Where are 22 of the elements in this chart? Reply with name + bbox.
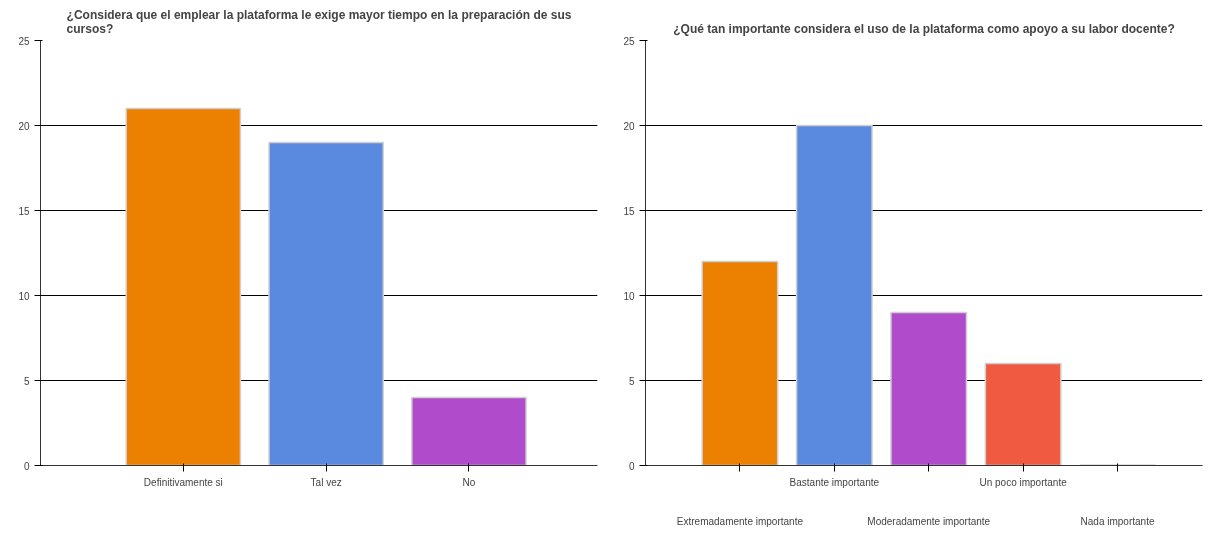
x-tick-label: Nada importante — [1080, 516, 1155, 528]
y-tick-label: 15 — [623, 205, 635, 217]
x-tick-label: Bastante importante — [789, 476, 880, 488]
y-tick-label: 5 — [628, 375, 635, 387]
x-tick-label: Extremadamente importante — [676, 516, 804, 528]
y-tick-label: 20 — [623, 120, 635, 132]
y-tick-label: 25 — [623, 35, 635, 47]
x-tick-label: Definitivamente si — [143, 476, 223, 488]
x-tick-label: Un poco importante — [979, 476, 1068, 488]
y-tick-label: 5 — [23, 375, 30, 387]
y-tick-label: 15 — [18, 205, 30, 217]
x-tick-label: Tal vez — [310, 476, 342, 488]
y-tick-label: 10 — [18, 290, 30, 302]
y-tick-label: 20 — [18, 120, 30, 132]
y-tick-label: 25 — [18, 35, 30, 47]
chart-title: ¿Considera que el emplear la plataforma le exige mayor tiempo en la preparación de sus cursos? — [66, 7, 572, 36]
y-tick-label: 0 — [628, 460, 635, 472]
chart-title: ¿Qué tan importante considera el uso de la plataforma como apoyo a su labor docente? — [673, 21, 1175, 36]
x-tick-label: Moderadamente importante — [867, 516, 991, 528]
x-tick-label: No — [462, 476, 476, 488]
y-tick-label: 0 — [23, 460, 30, 472]
y-tick-label: 10 — [623, 290, 635, 302]
